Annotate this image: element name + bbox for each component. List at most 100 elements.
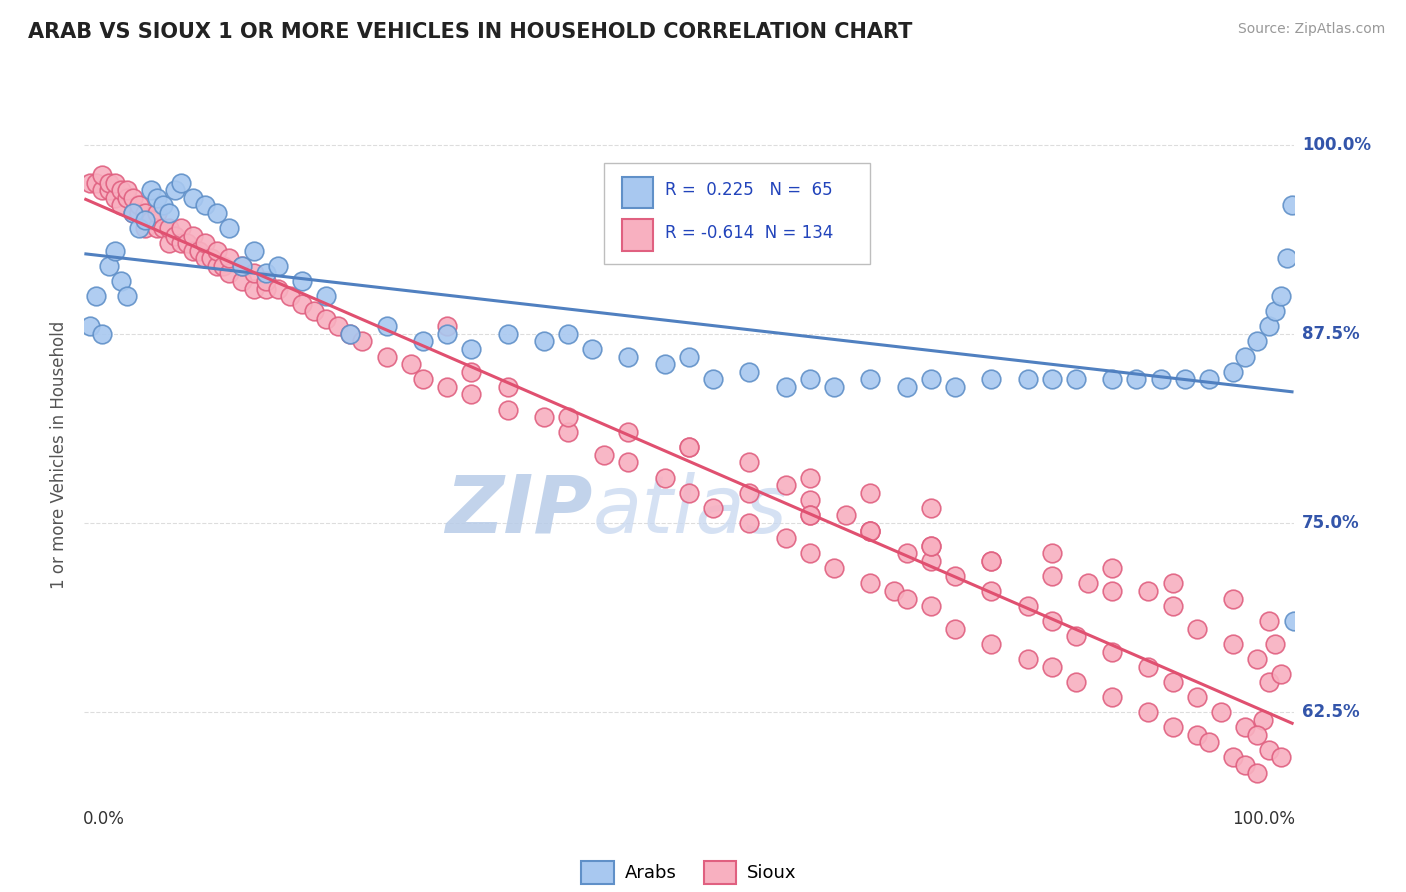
- Text: atlas: atlas: [592, 472, 787, 549]
- Point: [1277, 252, 1299, 266]
- Point: [194, 252, 217, 266]
- Point: [557, 326, 579, 341]
- Point: [1161, 674, 1184, 689]
- Point: [835, 508, 858, 523]
- Point: [375, 319, 398, 334]
- Point: [980, 637, 1002, 651]
- FancyBboxPatch shape: [623, 178, 652, 209]
- Point: [207, 206, 229, 220]
- Point: [134, 221, 156, 235]
- Point: [181, 191, 204, 205]
- Legend: Arabs, Sioux: Arabs, Sioux: [574, 854, 804, 891]
- Point: [1198, 735, 1220, 749]
- Text: 75.0%: 75.0%: [1302, 514, 1360, 532]
- Point: [799, 508, 821, 523]
- Point: [146, 191, 169, 205]
- Point: [943, 380, 966, 394]
- Point: [97, 259, 120, 273]
- Point: [121, 191, 143, 205]
- Point: [139, 213, 162, 227]
- Point: [920, 554, 942, 568]
- Point: [242, 281, 264, 295]
- Text: ZIP: ZIP: [444, 472, 592, 549]
- Point: [1101, 561, 1123, 575]
- Point: [496, 326, 519, 341]
- Point: [339, 326, 361, 341]
- Point: [1161, 599, 1184, 614]
- Point: [1077, 576, 1099, 591]
- Point: [1101, 690, 1123, 704]
- Point: [104, 176, 127, 190]
- Point: [896, 591, 918, 606]
- Point: [170, 221, 193, 235]
- Point: [194, 236, 217, 251]
- Point: [496, 402, 519, 417]
- Point: [1125, 372, 1147, 386]
- Point: [79, 176, 101, 190]
- Point: [1234, 720, 1257, 734]
- Point: [654, 357, 676, 371]
- Point: [1185, 690, 1208, 704]
- Point: [1064, 674, 1087, 689]
- Point: [1264, 637, 1286, 651]
- Point: [738, 365, 761, 379]
- Point: [91, 183, 114, 197]
- Point: [200, 252, 222, 266]
- Point: [1040, 569, 1063, 583]
- Point: [1246, 334, 1268, 349]
- Point: [152, 221, 174, 235]
- Point: [254, 274, 277, 288]
- Point: [194, 198, 217, 212]
- Point: [110, 274, 132, 288]
- Point: [1137, 705, 1160, 719]
- Point: [920, 372, 942, 386]
- Point: [110, 183, 132, 197]
- Point: [207, 259, 229, 273]
- Point: [315, 311, 337, 326]
- Point: [86, 176, 108, 190]
- Point: [134, 206, 156, 220]
- Point: [1264, 304, 1286, 318]
- Point: [152, 198, 174, 212]
- Point: [859, 524, 882, 538]
- Point: [157, 206, 180, 220]
- Point: [1017, 599, 1039, 614]
- Point: [1246, 765, 1268, 780]
- Point: [799, 546, 821, 560]
- Point: [678, 441, 700, 455]
- Point: [533, 334, 555, 349]
- Point: [207, 244, 229, 258]
- Point: [1017, 372, 1039, 386]
- Point: [157, 221, 180, 235]
- Point: [1101, 372, 1123, 386]
- Point: [943, 622, 966, 636]
- Point: [436, 319, 458, 334]
- Point: [980, 584, 1002, 599]
- Point: [920, 539, 942, 553]
- Point: [1222, 750, 1244, 764]
- Point: [859, 485, 882, 500]
- Point: [188, 244, 211, 258]
- Point: [375, 350, 398, 364]
- Point: [678, 485, 700, 500]
- Point: [883, 584, 905, 599]
- Point: [242, 244, 264, 258]
- Point: [181, 244, 204, 258]
- Point: [896, 380, 918, 394]
- Point: [115, 289, 138, 303]
- Point: [1222, 591, 1244, 606]
- Point: [702, 500, 724, 515]
- Point: [859, 524, 882, 538]
- Point: [91, 168, 114, 182]
- Text: Source: ZipAtlas.com: Source: ZipAtlas.com: [1237, 22, 1385, 37]
- Point: [1258, 615, 1281, 629]
- Point: [980, 372, 1002, 386]
- Point: [1064, 372, 1087, 386]
- Point: [943, 569, 966, 583]
- Point: [1246, 728, 1268, 742]
- Point: [1161, 720, 1184, 734]
- Point: [460, 365, 482, 379]
- Point: [86, 289, 108, 303]
- Text: ARAB VS SIOUX 1 OR MORE VEHICLES IN HOUSEHOLD CORRELATION CHART: ARAB VS SIOUX 1 OR MORE VEHICLES IN HOUS…: [28, 22, 912, 42]
- Point: [799, 470, 821, 484]
